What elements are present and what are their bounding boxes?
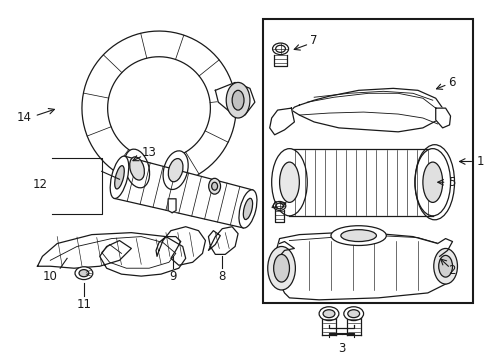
Polygon shape xyxy=(114,156,252,228)
Ellipse shape xyxy=(243,198,252,220)
Text: 7: 7 xyxy=(309,35,317,48)
Polygon shape xyxy=(168,199,176,211)
Ellipse shape xyxy=(275,45,285,53)
Ellipse shape xyxy=(208,178,220,194)
Ellipse shape xyxy=(211,182,217,190)
Ellipse shape xyxy=(267,247,295,290)
Ellipse shape xyxy=(319,307,338,321)
Text: 5: 5 xyxy=(447,176,455,189)
Ellipse shape xyxy=(226,82,249,118)
Ellipse shape xyxy=(273,255,289,282)
Ellipse shape xyxy=(340,230,376,242)
Polygon shape xyxy=(269,108,294,135)
Ellipse shape xyxy=(124,149,149,188)
Ellipse shape xyxy=(232,90,244,110)
Polygon shape xyxy=(279,242,294,256)
Text: 1: 1 xyxy=(475,155,483,168)
Polygon shape xyxy=(274,233,451,300)
Polygon shape xyxy=(437,239,451,256)
Text: 12: 12 xyxy=(33,178,47,191)
Ellipse shape xyxy=(422,162,442,202)
Ellipse shape xyxy=(239,190,256,228)
Polygon shape xyxy=(435,108,449,128)
Bar xyxy=(262,19,472,303)
Polygon shape xyxy=(38,233,185,276)
Polygon shape xyxy=(215,82,254,115)
Text: 10: 10 xyxy=(43,270,58,283)
Text: 4: 4 xyxy=(269,201,277,213)
Ellipse shape xyxy=(272,43,288,55)
Ellipse shape xyxy=(330,226,386,246)
Ellipse shape xyxy=(110,156,128,198)
Ellipse shape xyxy=(115,166,124,189)
Ellipse shape xyxy=(79,270,89,277)
Ellipse shape xyxy=(163,151,188,189)
Ellipse shape xyxy=(275,203,283,209)
Ellipse shape xyxy=(414,149,449,216)
Text: 2: 2 xyxy=(447,264,455,277)
Ellipse shape xyxy=(343,307,363,321)
Ellipse shape xyxy=(273,202,285,211)
Text: 14: 14 xyxy=(17,111,32,123)
Polygon shape xyxy=(289,149,432,216)
Text: 8: 8 xyxy=(218,270,225,283)
Ellipse shape xyxy=(433,248,457,284)
Ellipse shape xyxy=(75,267,93,280)
Ellipse shape xyxy=(279,162,299,202)
Ellipse shape xyxy=(271,149,306,216)
Polygon shape xyxy=(82,31,236,183)
Text: 9: 9 xyxy=(169,270,176,283)
Ellipse shape xyxy=(168,158,183,182)
Text: 3: 3 xyxy=(338,342,345,355)
Ellipse shape xyxy=(347,310,359,318)
Polygon shape xyxy=(208,227,238,255)
Text: 11: 11 xyxy=(76,298,91,311)
Text: 6: 6 xyxy=(447,76,455,89)
Polygon shape xyxy=(291,88,442,132)
Ellipse shape xyxy=(438,255,451,277)
Ellipse shape xyxy=(323,310,334,318)
Text: 13: 13 xyxy=(141,146,156,159)
Polygon shape xyxy=(156,227,205,265)
Ellipse shape xyxy=(129,157,144,180)
